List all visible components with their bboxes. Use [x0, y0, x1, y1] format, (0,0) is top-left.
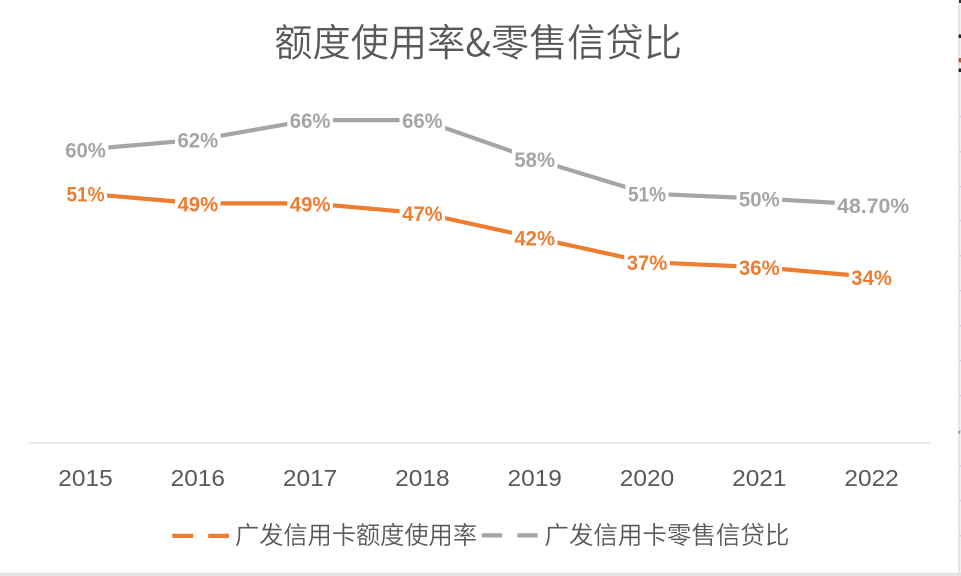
svg-text:2015: 2015 [58, 465, 112, 491]
svg-text:58%: 58% [514, 149, 555, 172]
svg-text:49%: 49% [290, 193, 331, 216]
svg-text:42%: 42% [514, 228, 555, 251]
svg-text:60%: 60% [65, 139, 106, 162]
svg-text:50%: 50% [739, 188, 780, 211]
svg-text:2021: 2021 [732, 465, 786, 491]
svg-text:49%: 49% [178, 193, 219, 216]
svg-text:2017: 2017 [283, 465, 337, 491]
svg-text:48.70%: 48.70% [837, 195, 909, 218]
svg-text:66%: 66% [290, 110, 331, 133]
svg-text:34%: 34% [851, 267, 892, 290]
svg-text:2022: 2022 [844, 465, 898, 491]
svg-text:37%: 37% [627, 252, 668, 275]
svg-text:62%: 62% [178, 130, 219, 153]
svg-text:66%: 66% [402, 110, 443, 133]
svg-text:51%: 51% [67, 184, 105, 207]
svg-text:51%: 51% [628, 184, 666, 207]
svg-text:2018: 2018 [395, 465, 449, 491]
svg-text:47%: 47% [402, 203, 443, 226]
svg-text:36%: 36% [739, 257, 780, 280]
svg-text:2016: 2016 [171, 465, 225, 491]
svg-text:2019: 2019 [508, 465, 562, 491]
svg-text:2020: 2020 [620, 465, 674, 491]
